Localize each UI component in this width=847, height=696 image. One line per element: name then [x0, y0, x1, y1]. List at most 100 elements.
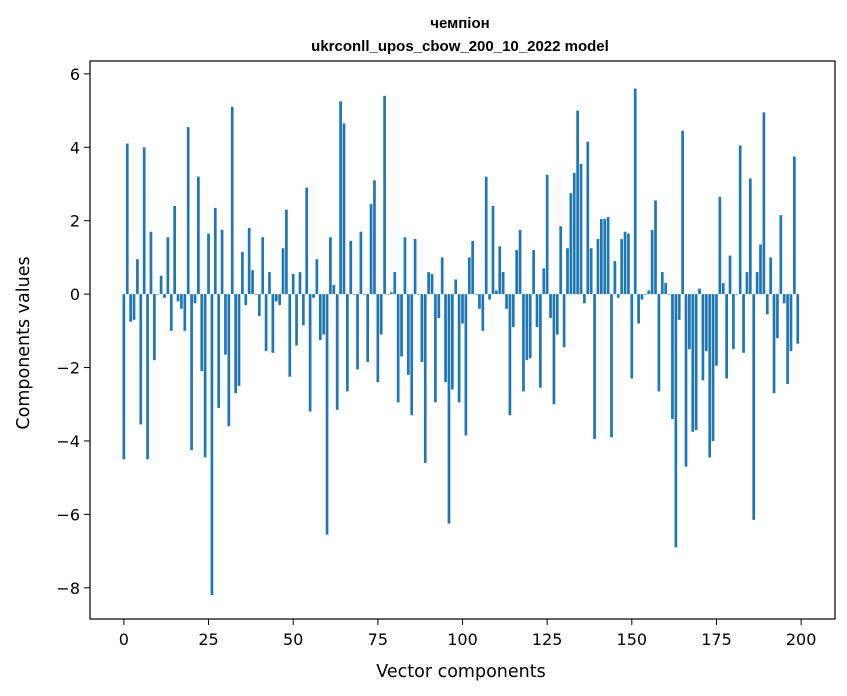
bar-88 — [420, 294, 424, 363]
bar-110 — [495, 290, 498, 295]
bar-31 — [227, 294, 231, 427]
bar-101 — [464, 294, 468, 436]
bar-86 — [413, 239, 417, 295]
bar-9 — [152, 294, 156, 361]
bar-78 — [386, 294, 390, 295]
bar-191 — [769, 257, 773, 295]
y-tick-label: 4 — [70, 138, 80, 157]
bar-196 — [786, 294, 789, 385]
bar-162 — [671, 294, 674, 419]
bar-7 — [146, 294, 149, 460]
bar-148 — [623, 231, 627, 295]
bar-168 — [691, 294, 695, 432]
bar-44 — [271, 294, 275, 353]
bar-51 — [295, 294, 298, 346]
bar-45 — [274, 294, 278, 302]
bar-167 — [688, 294, 691, 350]
bar-134 — [576, 110, 579, 295]
bar-109 — [491, 206, 495, 295]
bar-46 — [278, 294, 281, 306]
bar-39 — [254, 294, 258, 295]
bar-90 — [427, 272, 430, 295]
bar-104 — [474, 294, 478, 295]
bar-2 — [129, 294, 132, 322]
bar-55 — [308, 294, 312, 412]
bar-187 — [755, 272, 759, 295]
bar-96 — [447, 294, 451, 524]
bar-114 — [508, 294, 512, 416]
bar-181 — [735, 294, 739, 295]
bar-97 — [450, 294, 454, 390]
plot-frame — [89, 60, 836, 620]
bar-62 — [332, 284, 336, 295]
bar-116 — [515, 250, 519, 295]
bar-176 — [718, 196, 722, 295]
bar-42 — [264, 294, 268, 352]
bar-35 — [241, 251, 244, 295]
bar-126 — [549, 294, 552, 318]
bar-106 — [481, 294, 485, 331]
bar-130 — [562, 294, 566, 348]
bar-193 — [776, 294, 779, 339]
bar-127 — [552, 294, 556, 405]
y-tick-label: −2 — [56, 359, 80, 378]
bars-group — [122, 88, 800, 596]
bar-194 — [779, 215, 783, 295]
bar-133 — [572, 172, 576, 295]
y-tick-label: −8 — [56, 579, 80, 598]
bar-173 — [708, 294, 712, 458]
bar-77 — [383, 95, 386, 295]
bar-136 — [583, 294, 586, 304]
bar-190 — [765, 294, 769, 315]
bar-80 — [393, 272, 397, 295]
bar-54 — [305, 187, 309, 295]
bar-20 — [190, 294, 193, 451]
bar-79 — [390, 292, 393, 295]
bar-50 — [291, 273, 295, 295]
bar-66 — [346, 294, 349, 392]
bar-72 — [366, 294, 370, 363]
bar-140 — [596, 239, 600, 295]
bar-23 — [200, 294, 204, 372]
x-tick-label: 75 — [368, 630, 388, 649]
bar-175 — [715, 294, 718, 366]
bar-100 — [461, 294, 464, 324]
bar-32 — [230, 106, 234, 295]
y-tick-label: −6 — [56, 505, 80, 524]
bar-73 — [369, 204, 373, 295]
bar-89 — [423, 294, 427, 463]
x-tick-label: 0 — [119, 630, 129, 649]
bar-151 — [633, 88, 637, 295]
bar-83 — [403, 237, 407, 295]
bar-198 — [793, 156, 796, 295]
bar-92 — [434, 294, 437, 403]
x-tick-label: 50 — [283, 630, 303, 649]
bar-14 — [169, 294, 173, 331]
y-axis-ticks: −8 −6 −4 −2 0 2 4 6 — [56, 65, 90, 598]
bar-82 — [400, 294, 403, 357]
bar-76 — [379, 294, 383, 335]
bar-21 — [193, 294, 197, 304]
chart-title-line2: ukrconll_upos_cbow_200_10_2022 model — [311, 38, 609, 55]
bar-10 — [156, 294, 160, 295]
bar-163 — [674, 294, 678, 548]
bar-182 — [738, 145, 742, 295]
bar-58 — [318, 294, 322, 340]
bar-142 — [603, 218, 607, 295]
bar-192 — [772, 294, 776, 394]
bar-93 — [437, 294, 441, 318]
bar-24 — [203, 294, 207, 458]
bar-165 — [681, 130, 684, 295]
bar-30 — [224, 294, 227, 355]
y-tick-label: 2 — [70, 212, 80, 231]
bar-131 — [566, 248, 569, 295]
bar-38 — [251, 270, 254, 295]
bar-74 — [373, 180, 376, 295]
chart-title-line1: чемпіон — [430, 15, 489, 32]
bar-4 — [136, 259, 139, 295]
bar-123 — [539, 294, 542, 388]
bar-56 — [312, 294, 315, 298]
bar-69 — [356, 294, 359, 370]
bar-145 — [613, 261, 617, 295]
x-tick-label: 200 — [786, 630, 817, 649]
